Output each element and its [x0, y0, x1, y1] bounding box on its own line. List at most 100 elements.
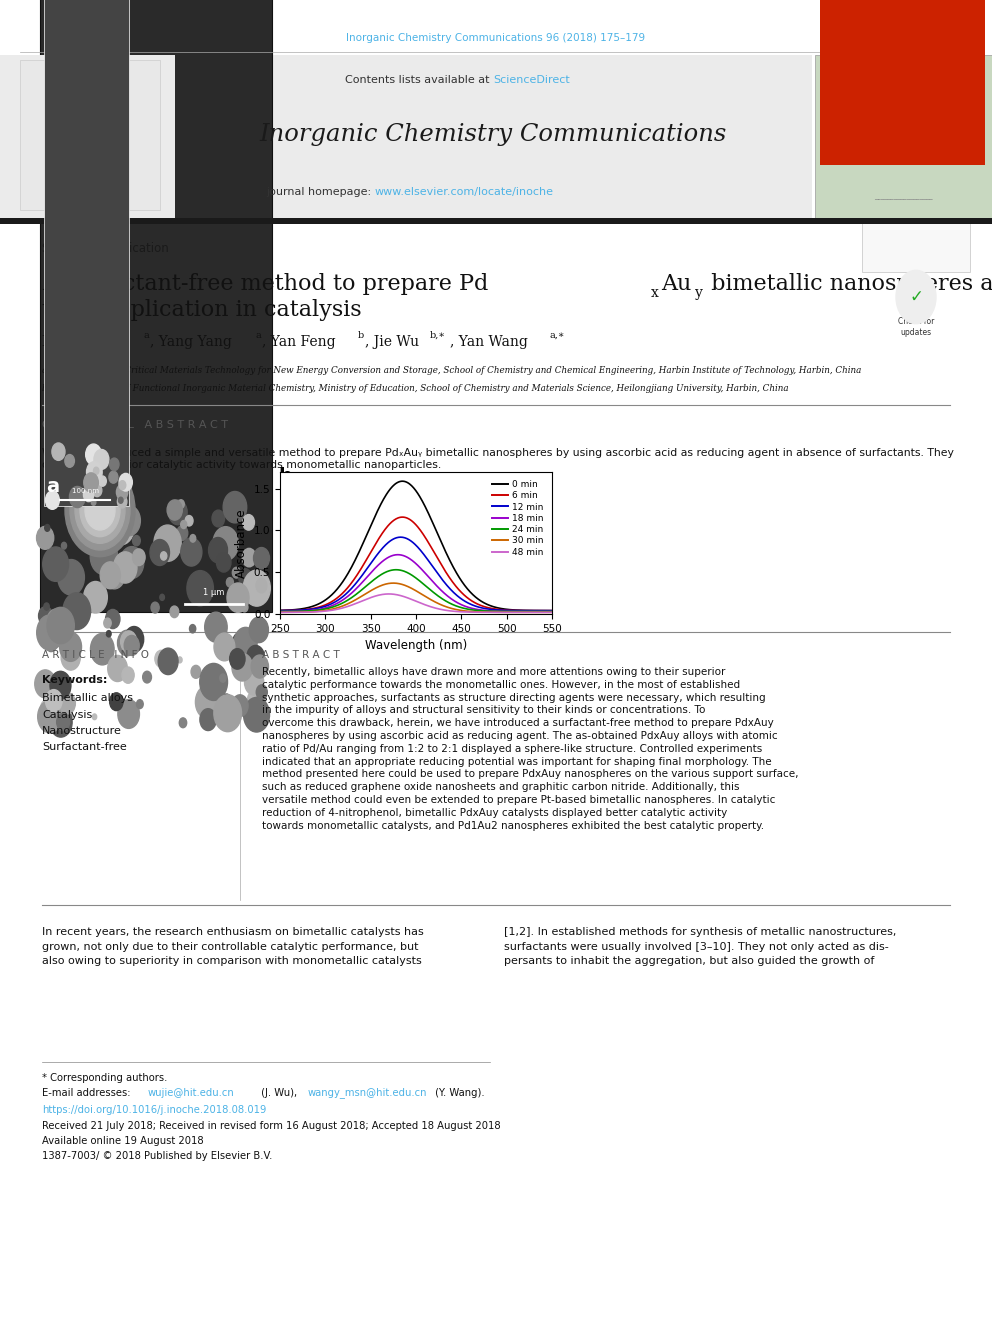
Circle shape [41, 700, 55, 718]
Circle shape [244, 697, 270, 732]
Circle shape [161, 552, 167, 560]
Circle shape [169, 500, 187, 525]
Text: wangy_msn@hit.edu.cn: wangy_msn@hit.edu.cn [308, 1088, 428, 1098]
Circle shape [251, 655, 269, 679]
Text: b,∗: b,∗ [430, 331, 446, 340]
Circle shape [46, 491, 60, 509]
Circle shape [195, 685, 220, 718]
Circle shape [242, 548, 256, 566]
Circle shape [83, 582, 107, 613]
Text: In recent years, the research enthusiasm on bimetallic catalysts has: In recent years, the research enthusiasm… [42, 927, 424, 937]
Circle shape [220, 695, 232, 709]
Text: a: a [143, 331, 149, 340]
Circle shape [37, 615, 63, 651]
Circle shape [241, 603, 248, 611]
Circle shape [44, 603, 50, 610]
Text: INORGANIC
CHEMISTRY
COMMUNICATIONS: INORGANIC CHEMISTRY COMMUNICATIONS [870, 79, 936, 97]
Circle shape [151, 602, 159, 613]
Text: grown, not only due to their controllable catalytic performance, but: grown, not only due to their controllabl… [42, 942, 419, 951]
Text: a MIIT Key Lab of Critical Materials Technology for New Energy Conversion and St: a MIIT Key Lab of Critical Materials Tec… [42, 366, 861, 374]
Circle shape [45, 696, 72, 732]
Circle shape [220, 673, 226, 683]
Circle shape [137, 700, 143, 709]
Circle shape [214, 632, 235, 662]
Circle shape [186, 516, 193, 527]
Circle shape [118, 700, 140, 729]
Text: Received 21 July 2018; Received in revised form 16 August 2018; Accepted 18 Augu: Received 21 July 2018; Received in revis… [42, 1121, 501, 1131]
Circle shape [119, 480, 126, 490]
Text: A R T I C L E   I N F O: A R T I C L E I N F O [42, 650, 149, 660]
Text: a,∗: a,∗ [550, 331, 565, 340]
Circle shape [106, 631, 111, 636]
Circle shape [160, 594, 165, 601]
Circle shape [70, 470, 130, 550]
Circle shape [113, 552, 137, 583]
Circle shape [60, 692, 75, 714]
Bar [820, 0, 985, 165]
Circle shape [45, 524, 50, 532]
Circle shape [190, 534, 195, 542]
Circle shape [178, 658, 183, 663]
Circle shape [97, 495, 117, 520]
Text: x: x [651, 286, 659, 300]
Bar [20, 60, 160, 210]
Circle shape [241, 635, 254, 651]
Text: , Yang Yang: , Yang Yang [150, 335, 232, 349]
Circle shape [243, 515, 255, 531]
Circle shape [177, 525, 187, 541]
Legend: 0 min, 6 min, 12 min, 18 min, 24 min, 30 min, 48 min: 0 min, 6 min, 12 min, 18 min, 24 min, 30… [488, 476, 548, 560]
Circle shape [93, 467, 99, 475]
Circle shape [120, 523, 127, 533]
Circle shape [35, 669, 56, 697]
Circle shape [122, 667, 134, 683]
Circle shape [90, 634, 114, 665]
Circle shape [229, 648, 245, 669]
Text: towards monometallic catalysts, and Pd1Au2 nanospheres exhibited the best cataly: towards monometallic catalysts, and Pd1A… [262, 820, 764, 831]
Circle shape [170, 606, 179, 618]
Circle shape [118, 497, 123, 503]
Circle shape [155, 651, 168, 667]
Bar [44, 0, 129, 505]
Text: Inorganic Chemistry Communications 96 (2018) 175–179: Inorganic Chemistry Communications 96 (2… [346, 33, 646, 44]
Text: Liyan Zhao: Liyan Zhao [42, 335, 121, 349]
Circle shape [212, 511, 224, 527]
Text: A B S T R A C T: A B S T R A C T [262, 650, 339, 660]
Text: b: b [358, 331, 364, 340]
Text: their application in catalysis: their application in catalysis [42, 299, 362, 321]
Circle shape [896, 270, 936, 324]
Text: y: y [695, 286, 703, 300]
Circle shape [239, 569, 252, 586]
Bar [40, 0, 272, 613]
Circle shape [83, 472, 98, 492]
Circle shape [50, 615, 64, 634]
Circle shape [62, 593, 90, 630]
Bar [0, 218, 992, 224]
Text: * Corresponding authors.: * Corresponding authors. [42, 1073, 168, 1084]
Bar [0, 56, 175, 220]
Text: persants to inhabit the aggregation, but also guided the growth of: persants to inhabit the aggregation, but… [504, 957, 874, 966]
Circle shape [186, 570, 213, 606]
Circle shape [97, 642, 108, 658]
Circle shape [124, 635, 139, 655]
Circle shape [189, 624, 195, 632]
Circle shape [167, 500, 183, 520]
Circle shape [116, 484, 128, 500]
Circle shape [64, 455, 74, 467]
Circle shape [133, 549, 145, 566]
Circle shape [199, 663, 227, 700]
Text: versatile method could even be extended to prepare Pt-based bimetallic nanospher: versatile method could even be extended … [262, 795, 776, 804]
Text: , Jie Wu: , Jie Wu [365, 335, 420, 349]
Text: overcome this drawback, herein, we have introduced a surfactant-free method to p: overcome this drawback, herein, we have … [262, 718, 774, 728]
Text: Short communication: Short communication [42, 242, 169, 254]
Text: E-mail addresses:: E-mail addresses: [42, 1088, 134, 1098]
Circle shape [83, 488, 93, 501]
Circle shape [232, 695, 248, 717]
Circle shape [58, 560, 84, 595]
Text: surfactants were usually involved [3–10]. They not only acted as dis-: surfactants were usually involved [3–10]… [504, 942, 889, 951]
Circle shape [103, 560, 125, 589]
Text: ScienceDirect: ScienceDirect [493, 75, 569, 85]
Circle shape [69, 487, 85, 508]
Circle shape [86, 462, 102, 483]
Text: 1 μm: 1 μm [203, 587, 224, 597]
Circle shape [247, 689, 266, 714]
